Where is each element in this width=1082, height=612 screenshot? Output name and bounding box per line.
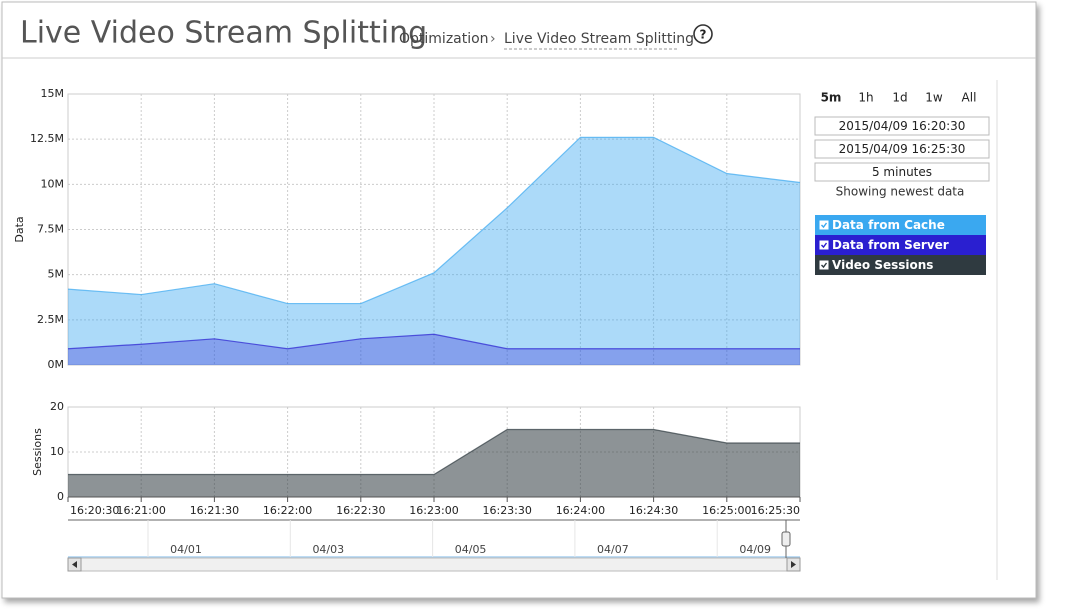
help-icon[interactable] [693,24,713,44]
y-tick-label: 20 [50,400,64,413]
y-tick-label: 10M [41,177,65,190]
legend-checkbox [819,240,829,250]
range-button[interactable]: 5m [821,91,842,105]
help-icon-glyph: ? [700,28,707,42]
y-tick-label: 0 [57,490,64,503]
legend-label: Data from Server [832,238,949,252]
y-tick-label: 5M [48,268,65,281]
scroll-left-arrow [72,561,77,568]
area [68,429,800,497]
area-line [67,136,801,305]
scroll-right-arrow [791,561,796,568]
x-tick-label: 16:23:00 [409,504,458,517]
navigator-label: 04/07 [597,543,629,556]
legend-label: Data from Cache [832,218,945,232]
range-button[interactable]: All [962,91,977,105]
side-panel: 5m 1h 1d 1w All 2015/04/09 16:20:30 2015/04/09… [814,91,990,275]
legend-item[interactable] [815,215,986,235]
page-title: Live Video Stream Splitting [20,16,427,51]
x-tick-label: 16:23:30 [482,504,531,517]
legend-item[interactable] [815,255,986,275]
y-tick-label: 7.5M [37,223,64,236]
y-axis-label: Data [13,216,26,242]
y-axis-label: Sessions [31,428,44,476]
breadcrumb-current: Live Video Stream Splitting [504,31,694,47]
range-field[interactable] [814,139,990,159]
area [68,334,800,365]
breadcrumb-separator: › [490,31,496,47]
x-tick-label: 16:24:00 [556,504,605,517]
legend-check [821,262,828,269]
legend-check [821,242,828,249]
scrollbar[interactable] [67,557,801,572]
navigator: 04/01 04/03 04/05 04/07 04/09 [67,519,801,572]
range-field[interactable] [814,162,990,182]
navigator-label: 04/05 [455,543,487,556]
x-tick-label: 16:21:00 [116,504,165,517]
legend-check [821,222,828,229]
range-field[interactable] [814,116,990,136]
x-tick-label: 16:25:30 [751,504,800,517]
range-status: Showing newest data [836,185,965,199]
x-tick-label: 16:24:30 [629,504,678,517]
breadcrumb-link[interactable]: Optimization [399,31,489,47]
range-field-text: 5 minutes [872,165,932,179]
area-line [68,428,800,476]
x-tick-label: 16:25:00 [702,504,751,517]
range-button[interactable]: 1w [925,91,943,105]
y-tick-label: 15M [41,87,65,100]
range-button[interactable]: 1h [858,91,873,105]
area [68,137,800,365]
y-tick-label: 0M [48,358,65,371]
y-tick-label: 2.5M [37,313,64,326]
legend-checkbox [819,260,829,270]
legend-item[interactable] [815,235,986,255]
x-tick-label: 16:21:30 [190,504,239,517]
range-field-text: 2015/04/09 16:20:30 [839,119,966,133]
navigator-label: 04/09 [739,543,771,556]
range-button[interactable]: 1d [892,91,907,105]
navigator-label: 04/03 [312,543,344,556]
legend-checkbox [819,220,829,230]
x-tick-label: 16:20:30 [70,504,119,517]
navigator-label: 04/01 [170,543,202,556]
range-field-text: 2015/04/09 16:25:30 [839,142,966,156]
area-line [67,333,800,350]
x-tick-label: 16:22:00 [263,504,312,517]
y-tick-label: 10 [50,445,64,458]
y-tick-label: 12.5M [30,132,64,145]
x-tick-label: 16:22:30 [336,504,385,517]
legend-label: Video Sessions [832,258,933,272]
navigator-handle[interactable] [781,531,791,547]
charts: 0M 2.5M 5M 7.5M 10M 12.5M 15M Data 0 10 20 Sessions… [13,87,801,517]
